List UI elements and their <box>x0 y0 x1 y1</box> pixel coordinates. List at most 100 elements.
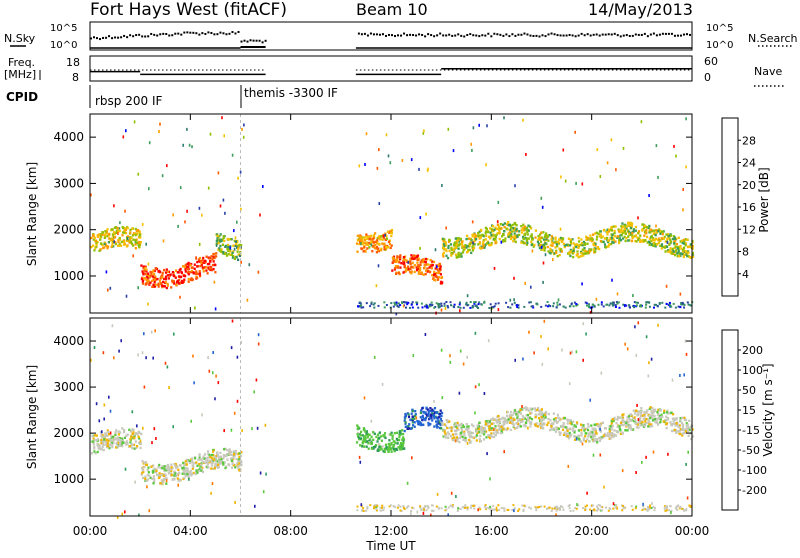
echo-cell-574 <box>373 243 377 246</box>
echo-cell-1481 <box>616 235 619 238</box>
echo-cell-1761 <box>366 506 369 508</box>
echo-cell-1405 <box>590 248 593 251</box>
echo-cell-2075 <box>647 374 650 378</box>
echo-cell-769 <box>414 410 417 413</box>
echo-cell-2136 <box>547 347 549 351</box>
echo-cell-2005 <box>556 506 559 509</box>
echo-cell-1568 <box>454 423 457 427</box>
echo-cell-1397 <box>634 225 638 229</box>
echo-cell-490 <box>231 256 234 259</box>
echo-cell-423 <box>185 466 188 470</box>
echo-cell-489 <box>156 473 159 477</box>
echo-cell-283 <box>157 465 160 469</box>
echo-cell-185 <box>220 457 223 461</box>
echo-cell-1683 <box>675 422 678 425</box>
echo-cell-960 <box>506 414 509 418</box>
echo-cell-520 <box>183 471 186 474</box>
echo-cell-265 <box>212 459 215 463</box>
echo-cell-1970 <box>358 301 361 304</box>
echo-cell-1055 <box>549 428 552 432</box>
echo-cell-1243 <box>491 230 494 233</box>
echo-cell-1717 <box>653 242 657 246</box>
echo-cell-1333 <box>649 406 652 409</box>
echo-cell-2088 <box>650 357 653 361</box>
echo-cell-1208 <box>518 425 521 428</box>
echo-cell-171 <box>114 241 117 244</box>
echo-cell-93 <box>91 434 94 438</box>
noise-point-60 <box>360 33 363 36</box>
echo-cell-1970 <box>457 507 460 510</box>
echo-cell-1040 <box>537 413 540 416</box>
echo-cell-1190 <box>686 238 689 241</box>
noise-point-154 <box>643 32 646 35</box>
echo-cell-182 <box>142 278 145 282</box>
echo-cell-1992 <box>395 301 398 304</box>
echo-cell-1923 <box>399 304 402 307</box>
echo-cell-784 <box>403 416 406 419</box>
echo-cell-1907 <box>423 508 425 511</box>
echo-cell-534 <box>217 241 220 245</box>
echo-cell-1578 <box>611 435 614 439</box>
echo-cell-1729 <box>473 234 476 237</box>
echo-cell-2142 <box>438 420 441 424</box>
echo-cell-539 <box>234 240 237 243</box>
echo-cell-1700 <box>569 419 572 422</box>
echo-cell-1949 <box>642 505 645 508</box>
noise-point-102 <box>487 32 490 35</box>
echo-cell-1165 <box>552 412 555 415</box>
echo-cell-2051 <box>229 246 231 250</box>
echo-cell-1622 <box>660 237 663 240</box>
echo-cell-233 <box>154 471 157 474</box>
echo-cell-1766 <box>641 509 644 511</box>
echo-cell-1321 <box>490 228 493 231</box>
echo-cell-426 <box>163 477 167 481</box>
echo-cell-1554 <box>513 235 516 239</box>
echo-cell-1392 <box>527 417 530 420</box>
echo-cell-1574 <box>523 225 526 228</box>
echo-cell-1236 <box>507 221 510 224</box>
echo-cell-440 <box>214 271 217 274</box>
echo-cell-2072 <box>652 450 655 454</box>
echo-cell-1783 <box>644 306 647 309</box>
echo-cell-281 <box>161 285 165 288</box>
y-tick-label-3: 4000 <box>53 130 84 144</box>
echo-cell-535 <box>166 467 169 471</box>
echo-cell-404 <box>174 464 177 467</box>
echo-cell-403 <box>183 266 187 269</box>
echo-cell-2172 <box>509 298 512 302</box>
echo-cell-1385 <box>648 414 651 418</box>
echo-cell-1592 <box>547 250 550 253</box>
echo-cell-1536 <box>650 411 653 414</box>
echo-cell-1393 <box>669 247 672 250</box>
echo-cell-2175 <box>632 294 634 298</box>
echo-cell-2138 <box>496 220 499 224</box>
echo-cell-1798 <box>362 306 365 309</box>
echo-cell-151 <box>119 442 122 445</box>
echo-cell-523 <box>186 472 189 476</box>
noise-point-98 <box>475 34 478 37</box>
echo-cell-2048 <box>493 428 495 431</box>
echo-cell-731 <box>395 272 398 275</box>
echo-cell-2012 <box>513 509 515 513</box>
echo-cell-1715 <box>480 228 483 232</box>
echo-cell-535 <box>224 252 227 255</box>
echo-cell-289 <box>170 469 173 473</box>
echo-cell-1641 <box>561 237 564 240</box>
echo-cell-742 <box>440 414 443 418</box>
echo-cell-134 <box>103 242 106 246</box>
echo-cell-791 <box>409 270 412 274</box>
echo-cell-2045 <box>207 186 210 190</box>
echo-cell-1916 <box>500 507 503 510</box>
echo-cell-2182 <box>533 351 535 355</box>
echo-cell-838 <box>418 270 421 273</box>
echo-cell-367 <box>141 471 144 475</box>
echo-cell-1672 <box>488 434 491 437</box>
echo-cell-1172 <box>680 247 683 250</box>
echo-cell-2053 <box>364 163 366 166</box>
echo-cell-1166 <box>589 430 592 433</box>
echo-cell-331 <box>140 277 143 281</box>
echo-cell-338 <box>230 466 233 469</box>
echo-cell-1977 <box>647 301 650 304</box>
echo-cell-1407 <box>684 418 688 422</box>
echo-cell-1272 <box>671 237 674 241</box>
